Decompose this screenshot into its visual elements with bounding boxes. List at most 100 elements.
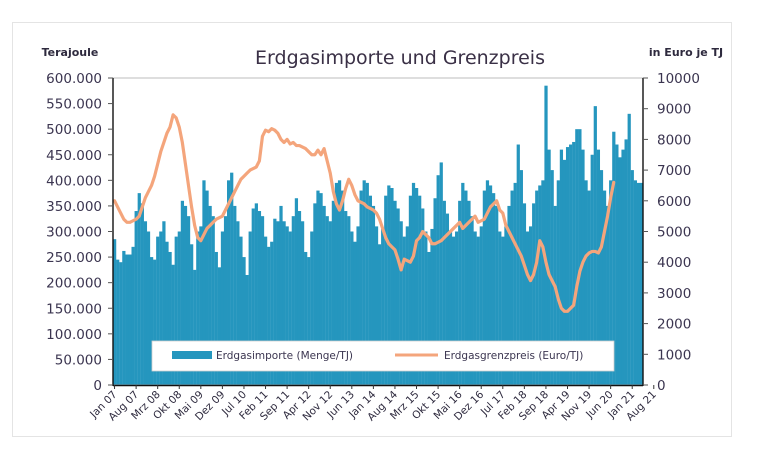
bar bbox=[464, 190, 468, 385]
bar bbox=[572, 141, 576, 385]
bar bbox=[365, 182, 369, 385]
bar bbox=[439, 162, 443, 385]
bar bbox=[593, 106, 597, 385]
bar bbox=[430, 228, 434, 385]
bar bbox=[528, 226, 533, 385]
bar bbox=[384, 195, 388, 385]
bar bbox=[606, 205, 610, 385]
bar bbox=[285, 226, 289, 385]
bar bbox=[297, 211, 302, 385]
bar bbox=[282, 221, 286, 385]
bar bbox=[516, 144, 520, 385]
bar bbox=[263, 236, 268, 385]
bar bbox=[116, 259, 120, 385]
bar bbox=[125, 254, 129, 385]
bar bbox=[186, 216, 191, 385]
bar bbox=[418, 195, 422, 385]
bar bbox=[313, 203, 317, 385]
bar bbox=[624, 139, 628, 385]
bar bbox=[245, 274, 249, 385]
bar bbox=[276, 221, 280, 385]
bar bbox=[390, 188, 394, 385]
bar bbox=[356, 226, 360, 385]
bar bbox=[455, 231, 459, 385]
bar bbox=[504, 226, 508, 385]
y-left-tick-label: 300.000 bbox=[46, 225, 102, 241]
bar bbox=[165, 241, 169, 385]
bar bbox=[396, 208, 400, 385]
bar bbox=[193, 269, 197, 386]
bar bbox=[402, 236, 406, 385]
bar bbox=[547, 149, 551, 385]
bar bbox=[488, 185, 493, 385]
y-left-tick-label: 550.000 bbox=[46, 97, 102, 113]
bar bbox=[180, 200, 185, 385]
bar bbox=[190, 244, 194, 385]
bar bbox=[636, 182, 641, 385]
bar bbox=[174, 236, 178, 385]
bar bbox=[260, 216, 265, 385]
bar bbox=[482, 190, 486, 385]
bar bbox=[522, 203, 527, 385]
bar bbox=[236, 221, 240, 385]
bar bbox=[461, 182, 465, 385]
bar bbox=[556, 180, 560, 385]
bar bbox=[220, 231, 225, 385]
y-left-tick-label: 400.000 bbox=[46, 173, 102, 189]
bar bbox=[153, 259, 157, 385]
legend-bar-swatch bbox=[172, 351, 212, 359]
bar bbox=[399, 221, 403, 385]
chart-title: Erdgasimporte und Grenzpreis bbox=[255, 47, 545, 69]
bar bbox=[171, 264, 175, 385]
y-axis-right-ticks: 0 1000 2000 3000 4000 5000 6000 7000 8000 9000 100… bbox=[643, 71, 700, 394]
bar bbox=[205, 190, 209, 385]
bar bbox=[467, 200, 471, 385]
bar bbox=[341, 190, 345, 385]
y-right-tick-label: 1000 bbox=[657, 347, 691, 363]
bar bbox=[532, 203, 536, 385]
bar bbox=[387, 185, 391, 385]
bar bbox=[254, 203, 258, 385]
bar bbox=[569, 144, 573, 385]
bar bbox=[122, 250, 126, 385]
bar bbox=[208, 205, 212, 385]
y-left-tick-label: 450.000 bbox=[46, 148, 102, 164]
bar bbox=[627, 113, 631, 385]
y-right-tick-label: 7000 bbox=[657, 163, 691, 179]
bar bbox=[621, 149, 625, 385]
bar bbox=[251, 208, 255, 385]
legend: Erdgasimporte (Menge/TJ) Erdgasgrenzprei… bbox=[151, 340, 615, 372]
bar bbox=[485, 180, 490, 385]
y-right-tick-label: 5000 bbox=[657, 225, 691, 241]
bar bbox=[411, 182, 416, 385]
bar bbox=[559, 149, 564, 385]
y-left-tick-label: 350.000 bbox=[46, 199, 102, 215]
bar bbox=[639, 182, 644, 385]
bar bbox=[599, 170, 604, 385]
bar bbox=[535, 190, 539, 385]
bar bbox=[140, 203, 144, 385]
bar bbox=[473, 231, 477, 385]
y-axis-left-label: Terajoule bbox=[42, 46, 99, 59]
bar bbox=[538, 185, 542, 385]
bar bbox=[442, 200, 446, 385]
bar bbox=[325, 216, 329, 385]
bar bbox=[424, 231, 428, 385]
bar bbox=[378, 244, 382, 385]
bar bbox=[350, 231, 354, 385]
bar bbox=[584, 180, 588, 385]
bar bbox=[322, 205, 326, 385]
legend-bar-label: Erdgasimporte (Menge/TJ) bbox=[216, 350, 353, 362]
bar bbox=[615, 144, 619, 385]
bar-series bbox=[113, 85, 644, 386]
bar bbox=[310, 231, 314, 385]
bar bbox=[131, 246, 135, 385]
y-right-tick-label: 4000 bbox=[657, 255, 691, 271]
bar bbox=[612, 131, 616, 385]
bar bbox=[331, 200, 336, 385]
bar bbox=[337, 180, 342, 385]
bar bbox=[479, 226, 483, 385]
bar bbox=[498, 231, 502, 385]
y-axis-right-label: in Euro je TJ bbox=[649, 46, 723, 59]
